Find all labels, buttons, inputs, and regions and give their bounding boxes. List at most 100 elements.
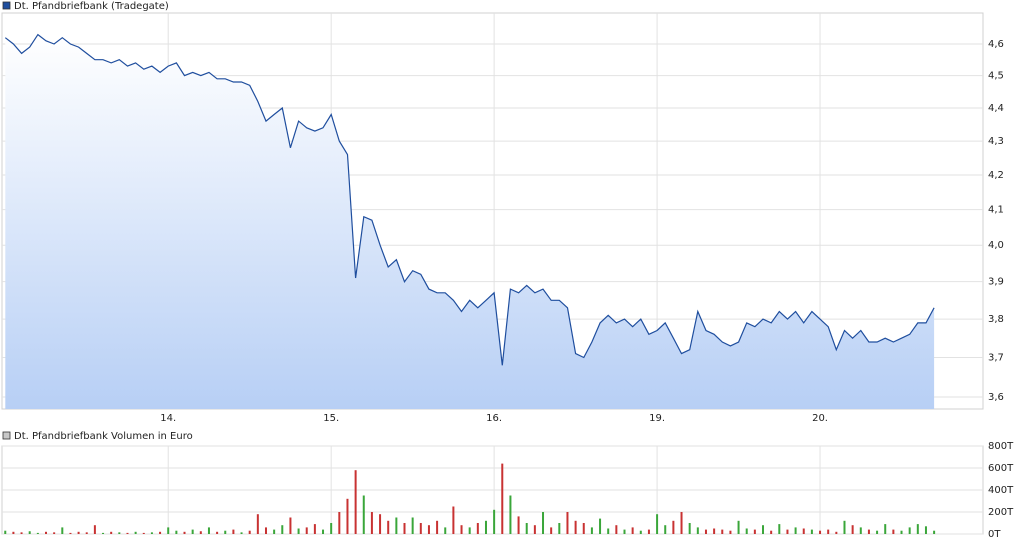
y-tick-label: 4,1 (988, 205, 1004, 216)
x-tick-label: 14. (160, 413, 176, 424)
y-tick-label: 3,9 (988, 277, 1004, 288)
volume-bar (484, 520, 487, 534)
volume-bar (924, 526, 927, 534)
volume-bar (933, 530, 936, 534)
legend-swatch (2, 1, 11, 10)
volume-bar (859, 527, 862, 534)
volume-bar (150, 532, 153, 534)
volume-bar (240, 532, 243, 534)
volume-bar (672, 520, 675, 534)
volume-bar (77, 531, 80, 534)
volume-bar (778, 524, 781, 534)
volume-bar (688, 523, 691, 534)
volume-bar (639, 530, 642, 534)
volume-bar (93, 525, 96, 534)
legend-swatch (2, 431, 11, 440)
volume-bar (501, 463, 504, 534)
volume-bar (313, 524, 316, 534)
volume-bar (216, 531, 219, 534)
volume-bar (61, 527, 64, 534)
volume-bar (558, 523, 561, 534)
volume-bar (444, 527, 447, 534)
volume-bar (338, 512, 341, 534)
volume-bar (4, 530, 7, 534)
volume-bar (696, 527, 699, 534)
volume-bar (248, 530, 251, 534)
volume-bar (289, 517, 292, 534)
volume-bar (118, 532, 121, 534)
y-tick-label: 4,0 (988, 240, 1004, 251)
volume-bar (20, 532, 23, 534)
volume-bar (297, 528, 300, 534)
volume-bar (664, 525, 667, 534)
volume-bar (623, 529, 626, 534)
volume-bar (411, 517, 414, 534)
volume-bar (517, 516, 520, 534)
volume-bar (599, 518, 602, 534)
volume-bar (69, 532, 72, 534)
volume-bar (827, 529, 830, 534)
volume-bar (550, 527, 553, 534)
volume-bar (419, 523, 422, 534)
volume-bar (36, 532, 39, 534)
price-line (4, 33, 935, 366)
volume-bar (786, 529, 789, 534)
x-tick-label: 15. (323, 413, 339, 424)
volume-bar (900, 530, 903, 534)
volume-bar (232, 529, 235, 534)
volume-bar (802, 528, 805, 534)
volume-bar (28, 531, 31, 534)
y-tick-label: 600T (988, 463, 1014, 474)
volume-bar (737, 520, 740, 534)
y-tick-label: 4,3 (988, 136, 1004, 147)
y-tick-label: 0T (988, 529, 1001, 540)
x-tick-label: 20. (812, 413, 828, 424)
legend-label: Dt. Pfandbriefbank (Tradegate) (14, 1, 169, 12)
volume-bar (794, 527, 797, 534)
volume-bar (330, 523, 333, 534)
volume-bar (281, 525, 284, 534)
volume-bar (656, 514, 659, 534)
volume-bar (493, 509, 496, 534)
volume-bar (704, 529, 707, 534)
y-tick-label: 200T (988, 507, 1014, 518)
volume-bar (167, 527, 170, 534)
volume-bar (590, 527, 593, 534)
y-tick-label: 3,6 (988, 392, 1004, 403)
y-tick-label: 4,2 (988, 170, 1004, 181)
volume-bar (819, 530, 822, 534)
volume-bar (395, 517, 398, 534)
volume-bar (53, 532, 56, 534)
volume-bar (876, 530, 879, 534)
volume-bar (256, 514, 259, 534)
volume-bar (647, 529, 650, 534)
volume-bar (199, 531, 202, 534)
volume-bar (207, 527, 210, 534)
volume-bar (460, 525, 463, 534)
volume-bar (582, 523, 585, 534)
volume-bar (264, 527, 267, 534)
y-tick-label: 3,8 (988, 314, 1004, 325)
y-tick-label: 4,6 (988, 39, 1004, 50)
volume-bar (403, 523, 406, 534)
y-tick-label: 4,5 (988, 71, 1004, 82)
volume-bar (134, 531, 137, 534)
x-tick-label: 19. (649, 413, 665, 424)
volume-bar (509, 495, 512, 534)
volume-bar (745, 528, 748, 534)
volume-bar (175, 530, 178, 534)
volume-bar (892, 529, 895, 534)
volume-bar (810, 529, 813, 534)
volume-bar (762, 525, 765, 534)
volume-bar (533, 525, 536, 534)
volume-bar (379, 514, 382, 534)
legend-label: Dt. Pfandbriefbank Volumen in Euro (14, 431, 193, 442)
volume-bar (452, 506, 455, 534)
volume-bar (142, 532, 145, 534)
volume-bar (607, 528, 610, 534)
area-fill (5, 34, 935, 409)
volume-bar (574, 520, 577, 534)
volume-bar (44, 531, 47, 534)
volume-bar (427, 525, 430, 534)
